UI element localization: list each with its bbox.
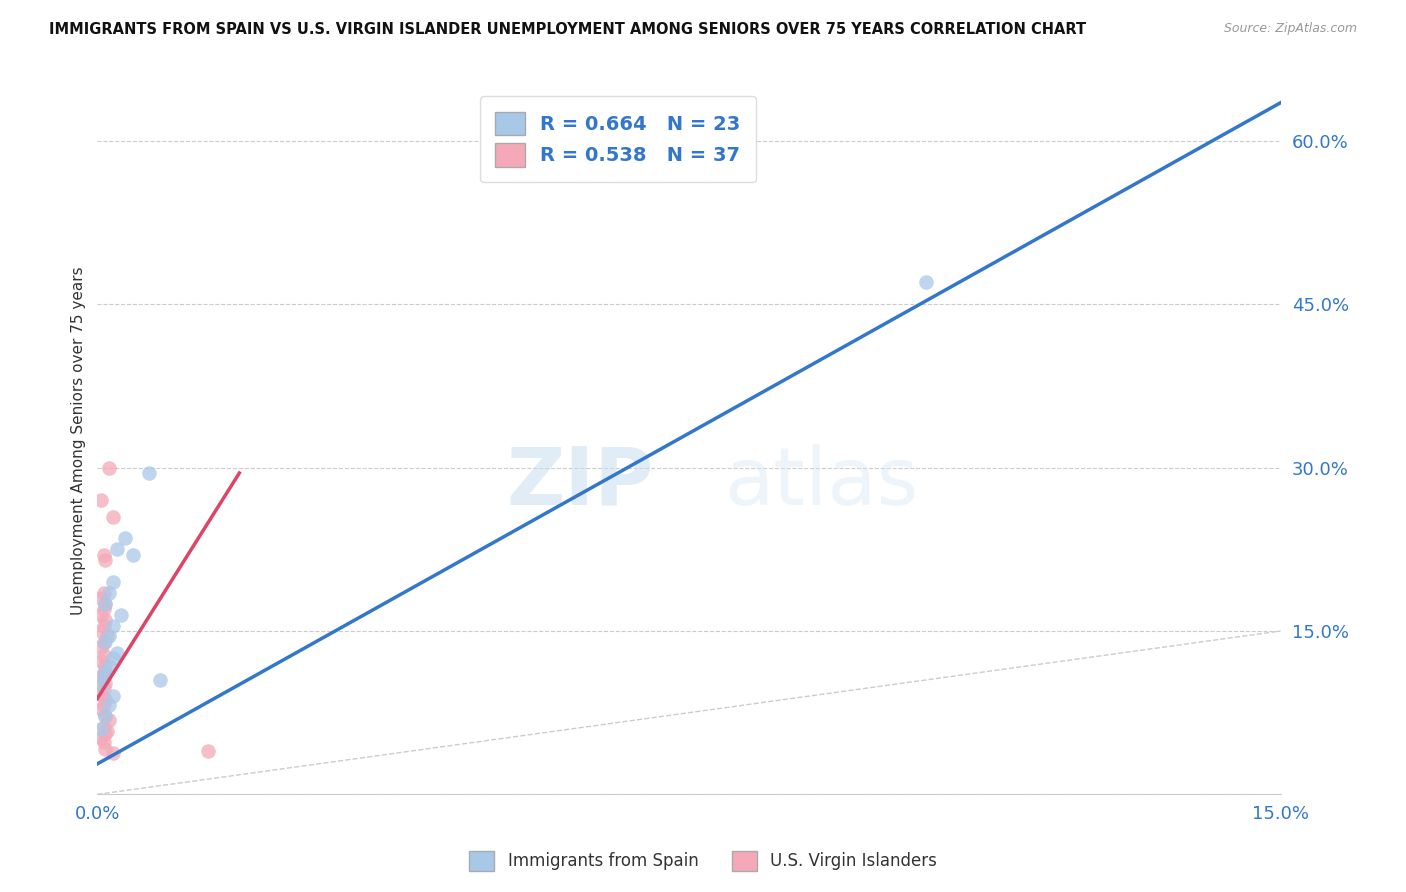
Point: [110, 607, 132, 622]
Point: [93, 548, 115, 562]
Point: [105, 646, 128, 660]
Point: [94, 676, 117, 690]
Point: [93, 681, 115, 695]
Point: [98, 714, 121, 728]
Point: [90, 640, 112, 655]
Point: [98, 586, 121, 600]
Point: [90, 722, 112, 736]
Point: [90, 670, 112, 684]
Point: [101, 746, 124, 760]
Point: [96, 724, 118, 739]
Point: [121, 548, 143, 562]
Point: [101, 690, 124, 704]
Point: [94, 665, 117, 680]
Point: [94, 597, 117, 611]
Point: [93, 648, 115, 662]
Point: [94, 553, 117, 567]
Point: [197, 744, 219, 758]
Point: [94, 691, 117, 706]
Point: [94, 709, 117, 723]
Point: [94, 741, 117, 756]
Point: [101, 509, 124, 524]
Point: [96, 629, 118, 643]
Point: [101, 618, 124, 632]
Legend: R = 0.664   N = 23, R = 0.538   N = 37: R = 0.664 N = 23, R = 0.538 N = 37: [479, 96, 756, 183]
Point: [94, 597, 117, 611]
Point: [93, 618, 115, 632]
Point: [98, 698, 121, 712]
Y-axis label: Unemployment Among Seniors over 75 years: Unemployment Among Seniors over 75 years: [72, 266, 86, 615]
Point: [94, 727, 117, 741]
Point: [93, 602, 115, 616]
Point: [94, 658, 117, 673]
Point: [90, 493, 112, 508]
Point: [90, 678, 112, 692]
Point: [101, 651, 124, 665]
Text: IMMIGRANTS FROM SPAIN VS U.S. VIRGIN ISLANDER UNEMPLOYMENT AMONG SENIORS OVER 75: IMMIGRANTS FROM SPAIN VS U.S. VIRGIN ISL…: [49, 22, 1087, 37]
Point: [90, 731, 112, 745]
Point: [93, 698, 115, 712]
Point: [90, 607, 112, 622]
Point: [93, 735, 115, 749]
Point: [93, 665, 115, 680]
Legend: Immigrants from Spain, U.S. Virgin Islanders: Immigrants from Spain, U.S. Virgin Islan…: [461, 842, 945, 880]
Point: [98, 658, 121, 673]
Point: [93, 720, 115, 734]
Point: [114, 532, 136, 546]
Point: [94, 613, 117, 627]
Point: [914, 276, 936, 290]
Point: [90, 702, 112, 716]
Point: [93, 635, 115, 649]
Point: [105, 542, 128, 557]
Point: [94, 709, 117, 723]
Point: [93, 670, 115, 684]
Text: Source: ZipAtlas.com: Source: ZipAtlas.com: [1223, 22, 1357, 36]
Point: [101, 574, 124, 589]
Point: [90, 687, 112, 701]
Text: atlas: atlas: [724, 444, 920, 522]
Point: [90, 655, 112, 669]
Point: [90, 591, 112, 606]
Point: [93, 586, 115, 600]
Point: [98, 460, 121, 475]
Point: [94, 635, 117, 649]
Text: ZIP: ZIP: [506, 444, 654, 522]
Point: [149, 673, 172, 687]
Point: [138, 466, 160, 480]
Point: [90, 624, 112, 638]
Point: [98, 629, 121, 643]
